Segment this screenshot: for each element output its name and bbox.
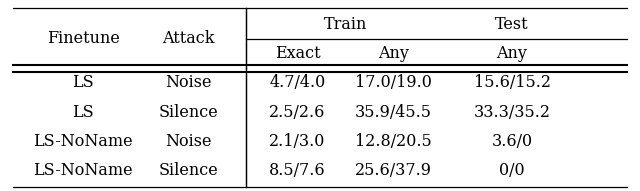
Text: 12.8/20.5: 12.8/20.5 [355, 133, 432, 150]
Text: LS: LS [72, 74, 94, 91]
Text: 4.7/4.0: 4.7/4.0 [269, 74, 326, 91]
Text: Train: Train [324, 16, 367, 33]
Text: 33.3/35.2: 33.3/35.2 [474, 104, 550, 121]
Text: Noise: Noise [166, 133, 212, 150]
Text: Exact: Exact [275, 45, 321, 62]
Text: Test: Test [495, 16, 529, 33]
Text: Attack: Attack [163, 30, 215, 47]
Text: LS: LS [72, 104, 94, 121]
Text: 3.6/0: 3.6/0 [492, 133, 532, 150]
Text: LS-NoName: LS-NoName [33, 162, 133, 179]
Text: 2.5/2.6: 2.5/2.6 [269, 104, 326, 121]
Text: 25.6/37.9: 25.6/37.9 [355, 162, 432, 179]
Text: Silence: Silence [159, 104, 219, 121]
Text: Noise: Noise [166, 74, 212, 91]
Text: LS-NoName: LS-NoName [33, 133, 133, 150]
Text: Silence: Silence [159, 162, 219, 179]
Text: Any: Any [497, 45, 527, 62]
Text: 8.5/7.6: 8.5/7.6 [269, 162, 326, 179]
Text: 35.9/45.5: 35.9/45.5 [355, 104, 432, 121]
Text: 2.1/3.0: 2.1/3.0 [269, 133, 326, 150]
Text: 17.0/19.0: 17.0/19.0 [355, 74, 432, 91]
Text: Any: Any [378, 45, 409, 62]
Text: Finetune: Finetune [47, 30, 120, 47]
Text: 0/0: 0/0 [499, 162, 525, 179]
Text: 15.6/15.2: 15.6/15.2 [474, 74, 550, 91]
